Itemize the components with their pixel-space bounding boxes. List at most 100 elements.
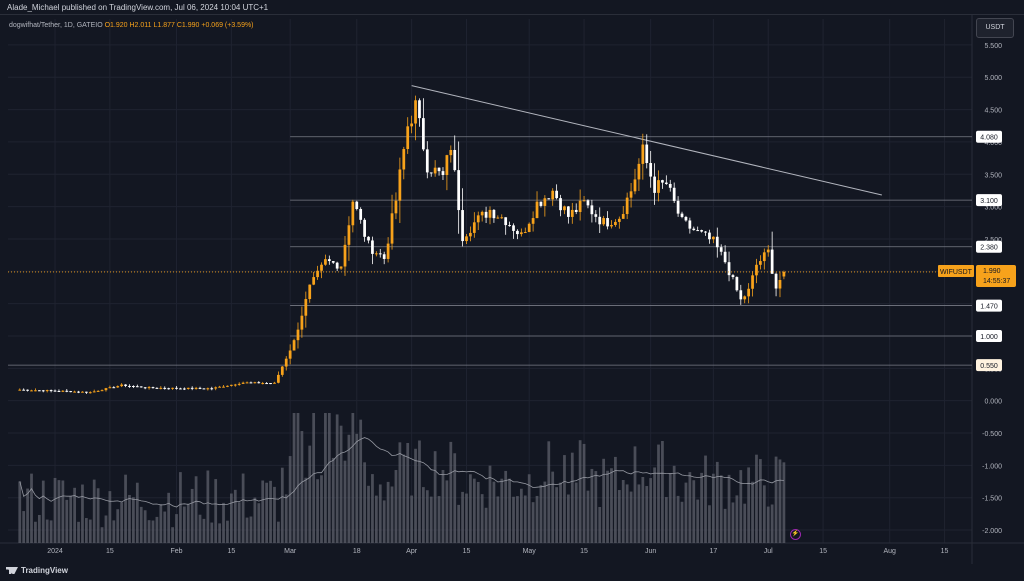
candle-body	[229, 384, 233, 386]
volume-bar	[762, 485, 766, 543]
candle-body	[18, 389, 22, 391]
volume-bar	[77, 521, 80, 543]
lightning-icon[interactable]: ⚡	[790, 529, 801, 540]
chart-frame[interactable]: 5.5005.0004.5004.0003.5003.0002.5002.000…	[0, 14, 1024, 565]
candle-body	[53, 390, 57, 392]
volume-bar	[241, 473, 245, 543]
candle-body	[202, 388, 206, 390]
volume-bar	[641, 477, 645, 543]
candle-body	[731, 275, 735, 278]
candle-body	[194, 387, 198, 389]
candle-body	[668, 183, 672, 188]
volume-bar	[284, 494, 288, 543]
level-label-box	[976, 299, 1002, 312]
volume-bar	[22, 511, 26, 543]
candle-body	[778, 279, 782, 289]
volume-bar	[175, 514, 178, 543]
candle-body	[198, 387, 202, 389]
candle-body	[284, 358, 288, 367]
volume-bar	[508, 478, 511, 543]
volume-bar	[598, 506, 602, 543]
candle-body	[641, 144, 645, 164]
level-label: 3.100	[980, 198, 998, 205]
volume-bar	[570, 452, 574, 543]
candle-body	[171, 387, 174, 389]
volume-bar	[664, 497, 668, 543]
countdown-label: 14:55:37	[983, 278, 1010, 285]
tradingview-logo[interactable]: TradingView	[6, 566, 68, 575]
y-tick-label: 3.500	[984, 172, 1002, 179]
candle-body	[163, 387, 167, 389]
volume-bar	[433, 451, 437, 543]
candle-body	[574, 209, 578, 213]
price-chart[interactable]: 5.5005.0004.5004.0003.5003.0002.5002.000…	[0, 15, 1024, 565]
candle-body	[104, 388, 108, 391]
candle-body	[680, 213, 684, 217]
candle-body	[508, 225, 511, 227]
candle-body	[723, 251, 727, 263]
volume-bar	[531, 502, 535, 543]
candle-body	[696, 230, 700, 232]
volume-bar	[602, 458, 606, 543]
volume-bar	[53, 477, 57, 543]
candle-body	[265, 383, 269, 385]
currency-button[interactable]: USDT	[976, 18, 1014, 38]
candle-body	[555, 190, 558, 199]
candle-body	[151, 387, 155, 389]
candle-body	[625, 197, 629, 215]
volume-bar	[782, 462, 786, 543]
volume-bar	[461, 491, 464, 543]
candle-body	[594, 214, 598, 217]
volume-bar	[226, 520, 229, 543]
volume-bar	[559, 482, 562, 543]
y-tick-label: 5.000	[984, 75, 1002, 82]
x-tick-label: 15	[941, 548, 949, 555]
y-tick-label: -0.500	[982, 431, 1002, 438]
volume-bar	[719, 475, 723, 543]
volume-bar	[371, 474, 374, 543]
candle-body	[492, 209, 496, 219]
volume-bar	[151, 520, 155, 543]
volume-bar	[645, 486, 649, 543]
volume-bar	[233, 489, 237, 543]
volume-bar	[688, 472, 692, 543]
volume-bar	[347, 434, 351, 543]
volume-bar	[445, 480, 449, 543]
volume-bar	[343, 460, 347, 543]
candle-body	[743, 296, 747, 300]
candle-body	[124, 384, 127, 386]
candle-body	[116, 386, 120, 388]
volume-bar	[81, 484, 84, 543]
candle-body	[496, 217, 500, 219]
candle-body	[292, 340, 296, 351]
volume-bar	[704, 455, 707, 543]
candle-body	[241, 382, 245, 384]
candle-body	[590, 205, 594, 215]
volume-bar	[277, 521, 280, 543]
candle-body	[766, 249, 770, 253]
volume-bar	[49, 520, 53, 543]
candle-body	[782, 271, 786, 277]
candle-body	[120, 384, 124, 387]
volume-bar	[567, 494, 570, 543]
volume-bar	[312, 413, 316, 543]
tradingview-icon	[6, 567, 18, 574]
candle-body	[367, 236, 370, 241]
volume-bar	[132, 497, 135, 543]
candle-body	[570, 209, 574, 217]
x-tick-label: Aug	[883, 548, 896, 555]
candle-body	[335, 262, 339, 269]
candle-body	[175, 387, 178, 389]
candle-body	[512, 225, 515, 231]
volume-bar	[774, 456, 778, 543]
volume-bar	[519, 488, 523, 543]
candle-body	[210, 388, 214, 390]
volume-bar	[18, 481, 22, 543]
volume-bar	[100, 527, 104, 543]
volume-bar	[182, 506, 186, 543]
candle-body	[469, 232, 472, 237]
x-tick-label: 17	[709, 548, 717, 555]
volume-bar	[617, 490, 621, 543]
candle-body	[331, 261, 335, 263]
candle-body	[449, 149, 453, 156]
